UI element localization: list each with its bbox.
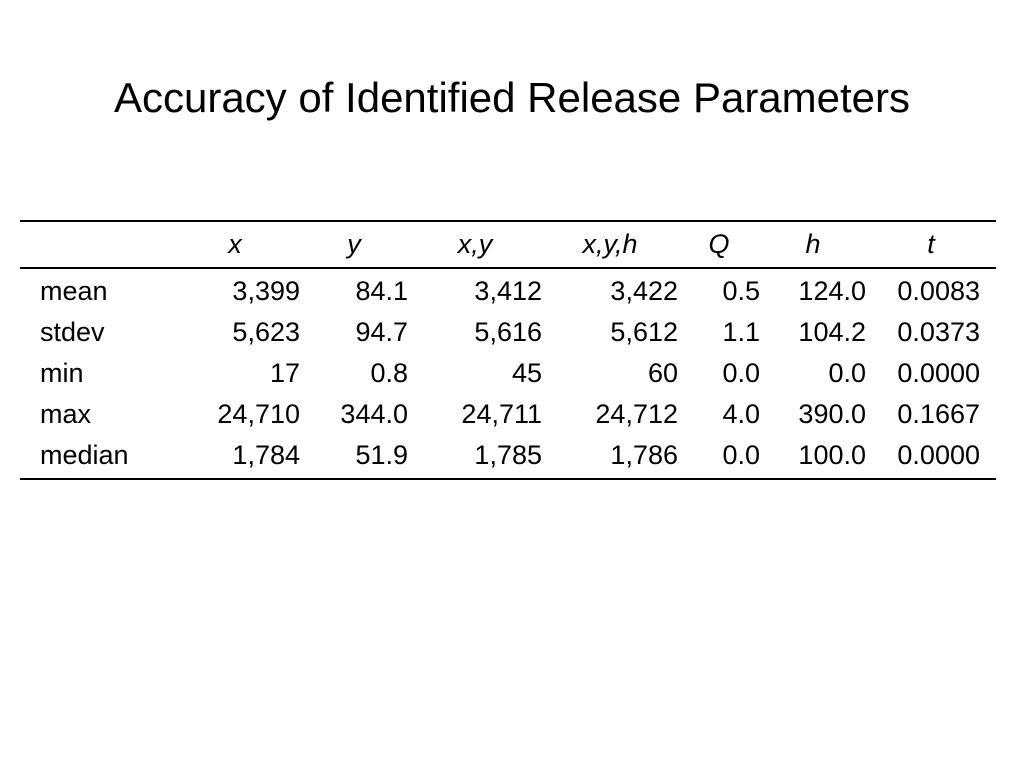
cell-t: 0.0000: [897, 358, 980, 388]
cell-y: 94.7: [355, 317, 408, 347]
cell-q: 1.1: [722, 317, 760, 347]
cell-xyh: 5,612: [610, 317, 678, 347]
cell-x: 1,784: [232, 440, 300, 470]
cell-h: 100.0: [798, 440, 866, 470]
cell-y: 0.8: [370, 358, 408, 388]
header-q: Q: [708, 229, 730, 259]
cell-xyh: 24,712: [595, 399, 678, 429]
cell-x: 3,399: [232, 276, 300, 306]
table-row-median: median 1,784 51.9 1,785 1,786 0.0 100.0 …: [20, 435, 996, 479]
slide-title: Accuracy of Identified Release Parameter…: [113, 74, 911, 121]
cell-x: 17: [269, 358, 300, 388]
cell-t: 0.0000: [897, 440, 980, 470]
header-xyh: x,y,h: [582, 229, 638, 259]
cell-xy: 3,412: [474, 276, 542, 306]
cell-q: 4.0: [722, 399, 760, 429]
cell-q: 0.0: [722, 358, 760, 388]
header-x: x: [228, 229, 242, 259]
cell-t: 0.0373: [897, 317, 980, 347]
cell-y: 84.1: [355, 276, 408, 306]
row-label: min: [40, 358, 84, 388]
table-row-stdev: stdev 5,623 94.7 5,616 5,612 1.1 104.2 0…: [20, 312, 996, 353]
table-row-max: max 24,710 344.0 24,711 24,712 4.0 390.0…: [20, 394, 996, 435]
cell-t: 0.0083: [897, 276, 980, 306]
row-label: median: [40, 440, 129, 470]
header-row-label: [20, 221, 170, 268]
cell-xyh: 60: [647, 358, 678, 388]
table-row-min: min 17 0.8 45 60 0.0 0.0 0.0000: [20, 353, 996, 394]
cell-xy: 1,785: [474, 440, 542, 470]
cell-h: 124.0: [798, 276, 866, 306]
table-row-mean: mean 3,399 84.1 3,412 3,422 0.5 124.0 0.…: [20, 268, 996, 312]
cell-x: 24,710: [217, 399, 300, 429]
cell-x: 5,623: [232, 317, 300, 347]
cell-xy: 45: [511, 358, 542, 388]
cell-q: 0.5: [722, 276, 760, 306]
header-h: h: [805, 229, 821, 259]
cell-xyh: 1,786: [610, 440, 678, 470]
cell-y: 344.0: [340, 399, 408, 429]
cell-h: 390.0: [798, 399, 866, 429]
header-t: t: [927, 229, 935, 259]
cell-xyh: 3,422: [610, 276, 678, 306]
cell-h: 0.0: [828, 358, 866, 388]
row-label: stdev: [40, 317, 105, 347]
cell-y: 51.9: [355, 440, 408, 470]
cell-xy: 24,711: [461, 399, 542, 429]
header-y: y: [347, 229, 361, 259]
cell-q: 0.0: [722, 440, 760, 470]
cell-t: 0.1667: [897, 399, 980, 429]
header-xy: x,y: [457, 229, 493, 259]
statistics-table: x y x,y x,y,h Q h t mean 3,399 84.1 3,41…: [20, 220, 996, 480]
cell-xy: 5,616: [474, 317, 542, 347]
cell-h: 104.2: [798, 317, 866, 347]
row-label: max: [40, 399, 92, 429]
row-label: mean: [40, 276, 108, 306]
table-header-row: x y x,y x,y,h Q h t: [20, 221, 996, 268]
